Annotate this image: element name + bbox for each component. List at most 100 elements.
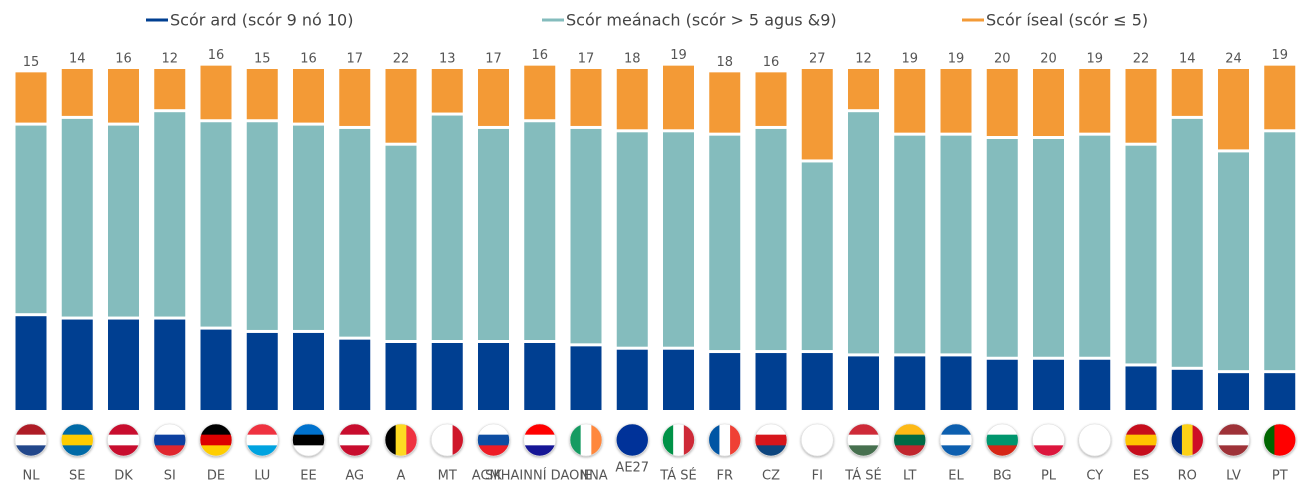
bar-segment [755, 128, 787, 351]
bar-segment [940, 135, 972, 354]
value-label: 12 [161, 52, 178, 67]
value-label: 19 [670, 48, 687, 63]
value-label: 18 [716, 55, 733, 70]
x-tick-label: DE [207, 469, 225, 483]
flag-stripe [847, 424, 880, 436]
legend-label: Scór meánach (scór > 5 agus &9) [566, 11, 837, 30]
flag-stripe [986, 445, 1019, 456]
value-label: 18 [624, 52, 641, 67]
flag [662, 423, 695, 457]
flag [60, 423, 94, 457]
flag-stripe [441, 424, 454, 456]
flag-stripe [523, 424, 556, 436]
flag-rim [245, 423, 279, 457]
flag-stripe [755, 424, 787, 436]
flag-stripes [246, 424, 279, 456]
x-tick-label: SI [164, 469, 176, 483]
bar-segment [801, 162, 833, 351]
flag-stripe [591, 424, 602, 456]
x-tick-label: RO [1178, 469, 1197, 483]
bar-segment [1171, 369, 1203, 410]
flag-stripe [940, 434, 972, 446]
x-tick-label: AG [345, 469, 364, 483]
flag-stripe [847, 445, 880, 456]
x-tick-label: CZ [762, 469, 780, 483]
flag [153, 423, 187, 457]
bar-segment [524, 343, 556, 410]
flag-stripe [1078, 434, 1111, 446]
x-tick-label: TÁ SÉ [844, 468, 881, 483]
value-label: 17 [485, 52, 502, 67]
bar-segment [663, 65, 694, 130]
flag [985, 423, 1019, 457]
flag-stripe [755, 434, 787, 446]
bar-segment [894, 356, 926, 410]
flag-rim [107, 423, 140, 457]
flag-rim [847, 423, 880, 457]
flag-rim [662, 423, 695, 457]
flag-stripe [1181, 424, 1194, 456]
flag-stripe [1192, 424, 1204, 456]
bar-segment [894, 69, 926, 133]
flag-stripe [15, 424, 47, 436]
legend-label: Scór íseal (scór ≤ 5) [986, 11, 1148, 30]
flag-stripes [523, 424, 556, 456]
flag [893, 423, 927, 457]
bar-segment [339, 339, 371, 410]
bar-segment [940, 69, 972, 133]
bar-segment [755, 353, 787, 410]
flag [477, 423, 510, 457]
flag-stripes [431, 424, 464, 456]
flag-stripes [662, 424, 695, 456]
flag-stripes [200, 424, 232, 456]
flag-stripes [477, 424, 510, 456]
flag-rim [615, 423, 649, 457]
x-tick-label: ES [1133, 469, 1149, 483]
bar-segment [478, 69, 509, 126]
flag-rim [14, 423, 48, 457]
bar-segment [108, 69, 139, 123]
flag-stripes [15, 424, 47, 456]
bar-segment [616, 349, 648, 410]
flag-stripes [847, 424, 880, 456]
x-tick-label: SE [69, 469, 85, 483]
flag-stripe [292, 445, 325, 456]
x-tick-label: DK [114, 469, 133, 483]
flag-stripe [107, 445, 140, 456]
x-tick-label: EL [948, 469, 964, 483]
x-tick-label: A [397, 469, 406, 483]
bar-segment [709, 135, 741, 351]
flag-stripe [406, 424, 417, 456]
flag-stripe [1078, 424, 1111, 436]
flag-stripe [15, 434, 47, 446]
flag-stripe [1032, 434, 1065, 446]
flag-stripe [1285, 424, 1296, 456]
flag-stripe [200, 434, 232, 446]
flag-rim [800, 423, 834, 457]
flag-stripes [1171, 424, 1204, 456]
bar-segment [940, 356, 972, 410]
x-tick-label: MT [438, 469, 457, 483]
value-label: 20 [1040, 52, 1057, 67]
flag-stripe [801, 445, 834, 456]
value-label: 14 [1179, 52, 1196, 67]
flag-rim [939, 423, 973, 457]
bar-segment [1171, 69, 1203, 116]
value-label: 19 [901, 52, 918, 67]
bar-segment [848, 69, 879, 110]
flag-stripe [200, 445, 232, 456]
value-label: 15 [254, 52, 271, 67]
flag-stripes [1263, 424, 1296, 456]
bar-segment [385, 145, 417, 340]
flag-stripe [61, 445, 94, 456]
bar-segment [1264, 132, 1296, 371]
flag-stripe [1217, 424, 1250, 436]
bar-segment [246, 69, 278, 120]
bar-segment [478, 343, 509, 410]
flag-stripe [338, 445, 371, 456]
flag-stripe [940, 424, 972, 436]
bar-segment [1079, 135, 1111, 357]
flag-rim [1263, 423, 1297, 457]
flag-stripes [708, 424, 741, 456]
x-tick-label: LV [1226, 469, 1241, 483]
